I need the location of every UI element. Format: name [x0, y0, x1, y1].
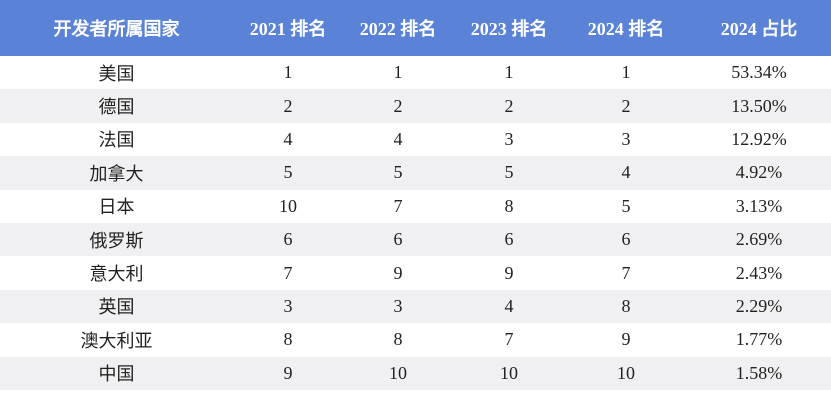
- value-cell: 8: [393, 329, 403, 350]
- table-row: 澳大利亚 8 8 7 9 1.77%: [0, 323, 831, 356]
- header-cell: 2022 排名: [343, 0, 453, 56]
- value-cell: 2: [565, 89, 687, 123]
- value-cell: 7: [393, 195, 403, 216]
- table-row: 美国 1 1 1 1 53.34%: [0, 56, 831, 89]
- value-cell: 10: [343, 356, 453, 390]
- value-cell: 6: [233, 222, 343, 257]
- country-cell: 法国: [98, 130, 135, 151]
- table-row: 中国 9 10 10 10 1.58%: [0, 356, 831, 390]
- value-cell: 1: [393, 62, 403, 83]
- value-cell: 10: [453, 356, 565, 390]
- header-cell: 2024 占比: [687, 0, 831, 56]
- country-cell: 澳大利亚: [80, 330, 153, 351]
- header-row: 开发者所属国家 2021 排名 2022 排名 2023 排名 2024 排名 2024 …: [0, 0, 831, 56]
- value-cell: 1: [621, 62, 631, 83]
- table-row: 日本 10 7 8 5 3.13%: [0, 190, 831, 223]
- value-cell: 2: [343, 89, 453, 123]
- value-cell: 4: [283, 128, 293, 149]
- ranking-table: 开发者所属国家 2021 排名 2022 排名 2023 排名 2024 排名 2024 …: [0, 0, 831, 390]
- value-cell: 1: [283, 62, 293, 83]
- value-cell: 9: [504, 262, 514, 283]
- value-cell: 3: [233, 289, 343, 324]
- value-cell: 2.29%: [687, 289, 831, 324]
- country-cell: 日本: [98, 197, 135, 218]
- value-cell: 9: [621, 329, 631, 350]
- country-cell: 中国: [0, 356, 233, 390]
- value-cell: 2.69%: [687, 222, 831, 257]
- value-cell: 2: [233, 89, 343, 123]
- value-cell: 4: [565, 156, 687, 190]
- country-cell: 美国: [98, 63, 135, 84]
- table-row: 加拿大 5 5 5 4 4.92%: [0, 156, 831, 190]
- value-cell: 4: [453, 289, 565, 324]
- value-cell: 53.34%: [731, 62, 787, 83]
- value-cell: 8: [504, 195, 514, 216]
- value-cell: 5: [233, 156, 343, 190]
- value-cell: 8: [283, 329, 293, 350]
- value-cell: 9: [393, 262, 403, 283]
- value-cell: 2: [453, 89, 565, 123]
- table-row: 英国 3 3 4 8 2.29%: [0, 289, 831, 324]
- header-cell: 2024 排名: [565, 0, 687, 56]
- table-body: 美国 1 1 1 1 53.34% 德国 2 2 2 2 13.50% 法国 4 4 3 3 12.92% 加拿大 5…: [0, 56, 831, 390]
- header-cell: 2021 排名: [233, 0, 343, 56]
- header-cell: 开发者所属国家: [0, 0, 233, 56]
- country-cell: 德国: [0, 89, 233, 123]
- value-cell: 8: [565, 289, 687, 324]
- country-cell: 英国: [0, 289, 233, 324]
- value-cell: 4.92%: [687, 156, 831, 190]
- table-row: 德国 2 2 2 2 13.50%: [0, 89, 831, 123]
- table-row: 意大利 7 9 9 7 2.43%: [0, 256, 831, 289]
- value-cell: 3.13%: [735, 195, 783, 216]
- value-cell: 7: [504, 329, 514, 350]
- country-cell: 俄罗斯: [0, 222, 233, 257]
- value-cell: 3: [621, 128, 631, 149]
- table-row: 俄罗斯 6 6 6 6 2.69%: [0, 222, 831, 257]
- value-cell: 3: [343, 289, 453, 324]
- value-cell: 2.43%: [735, 262, 783, 283]
- value-cell: 6: [565, 222, 687, 257]
- value-cell: 7: [283, 262, 293, 283]
- country-cell: 意大利: [89, 264, 144, 285]
- value-cell: 10: [565, 356, 687, 390]
- table-row: 法国 4 4 3 3 12.92%: [0, 123, 831, 156]
- value-cell: 12.92%: [731, 128, 787, 149]
- value-cell: 13.50%: [687, 89, 831, 123]
- header-cell: 2023 排名: [453, 0, 565, 56]
- value-cell: 1.77%: [735, 329, 783, 350]
- value-cell: 4: [393, 128, 403, 149]
- value-cell: 1: [504, 62, 514, 83]
- value-cell: 6: [453, 222, 565, 257]
- value-cell: 9: [233, 356, 343, 390]
- value-cell: 5: [621, 195, 631, 216]
- value-cell: 5: [343, 156, 453, 190]
- value-cell: 1.58%: [687, 356, 831, 390]
- value-cell: 3: [504, 128, 514, 149]
- value-cell: 7: [621, 262, 631, 283]
- value-cell: 6: [343, 222, 453, 257]
- value-cell: 5: [453, 156, 565, 190]
- country-cell: 加拿大: [0, 156, 233, 190]
- value-cell: 10: [279, 195, 297, 216]
